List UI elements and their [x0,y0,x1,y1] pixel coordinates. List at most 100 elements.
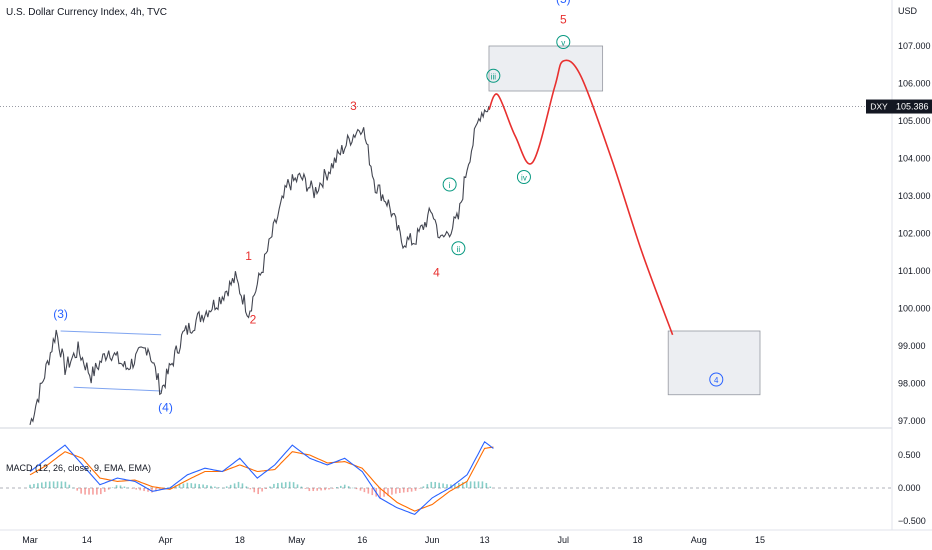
macd-hist-bar-77 [328,488,330,490]
macd-hist-bar-68 [292,482,295,488]
wave-label-circle-13 [556,35,571,49]
macd-hist-bar-11 [68,484,71,488]
channel-line-2 [73,386,162,392]
price-tick-6: 102.000 [898,229,931,239]
macd-tick-2: 0.000 [898,483,921,493]
macd-hist-bar-74 [316,488,318,491]
macd-hist-bar-52 [229,484,232,488]
price-line [29,105,490,426]
macd-hist-bar-3 [37,483,39,488]
macd-hist-bar-118 [489,486,492,488]
macd-hist-bar-107 [446,484,448,488]
price-tick-4: 104.000 [898,154,931,164]
macd-hist-bar-43 [194,483,197,488]
macd-hist-bar-78 [332,488,334,489]
wave-label-13: v [561,39,565,48]
macd-hist-bar-58 [253,488,256,493]
price-tag-value: 105.386 [896,102,929,112]
macd-hist-bar-106 [442,483,444,488]
price-tick-3: 105.000 [898,116,931,126]
macd-hist-bar-21 [107,488,110,490]
price-tick-1: 107.000 [898,41,931,51]
price-tag-symbol-bg [866,99,892,114]
macd-hist-bar-49 [218,487,220,488]
macd-hist-bar-95 [399,488,401,493]
macd-hist-bar-42 [190,483,193,488]
macd-hist-bar-8 [56,481,59,488]
time-tick-1: Mar [22,535,38,545]
macd-hist-bar-2 [33,483,35,488]
wave-label-4: 1 [245,249,252,263]
macd-hist-bar-70 [300,486,303,488]
target-zone-1 [488,45,604,92]
macd-hist-bar-53 [233,483,236,488]
macd-hist-bar-18 [96,488,98,495]
macd-hist-bar-84 [355,488,358,490]
macd-hist-bar-57 [249,488,252,490]
macd-hist-bar-30 [143,488,145,492]
macd-hist-bar-36 [166,487,169,489]
macd-hist-bar-25 [123,486,126,488]
macd-hist-bar-93 [391,488,393,495]
time-axis: Mar 14 Apr 18 May 16 Jun 13 Jul 18 Aug 15 [22,535,765,545]
macd-hist-bar-99 [414,488,417,491]
macd-hist-bar-85 [359,488,362,491]
macd-hist-bar-103 [430,481,433,488]
macd-hist-bar-88 [371,488,374,496]
price-axis-currency: USD [898,6,918,16]
macd-hist-bar-22 [111,487,114,489]
time-tick-10: 18 [633,535,643,545]
macd-pane [0,440,892,516]
channel-line-1 [60,330,162,336]
wave-label-8: 5 [560,13,567,27]
time-tick-4: 18 [235,535,245,545]
price-tick-8: 100.000 [898,304,931,314]
macd-hist-bar-113 [469,481,472,488]
time-tick-8: 13 [480,535,490,545]
price-tick-2: 106.000 [898,79,931,89]
macd-hist-bar-108 [450,484,452,488]
macd-hist-bar-7 [52,481,55,488]
macd-tick-3: −0.500 [898,516,926,526]
time-tick-6: 16 [357,535,367,545]
macd-hist-bar-75 [320,488,322,491]
macd-hist-bar-17 [92,488,94,495]
macd-hist-bar-24 [119,485,122,488]
price-tick-11: 97.000 [898,416,926,426]
macd-hist-bar-23 [115,485,118,488]
macd-hist-bar-14 [80,488,82,494]
macd-line [29,440,494,516]
macd-hist-bar-115 [477,481,480,488]
macd-hist-bar-61 [265,488,267,489]
wave-label-14: 4 [714,376,719,385]
price-tick-7: 101.000 [898,266,931,276]
macd-hist-bar-29 [139,488,141,491]
macd-signal-line [29,446,494,512]
macd-hist-bar-98 [410,488,413,492]
macd-axis: 0.500 0.000 −0.500 [898,450,926,526]
macd-hist-bar-87 [367,488,370,494]
time-tick-3: Apr [159,535,173,545]
macd-hist-bar-94 [395,488,397,494]
macd-hist-bar-46 [206,485,208,488]
macd-hist-bar-110 [458,482,460,488]
time-tick-9: Jul [558,535,570,545]
macd-hist-bar-102 [426,484,429,488]
macd-hist-bar-97 [406,488,409,493]
macd-hist-bar-79 [336,487,338,488]
macd-hist-bar-6 [48,481,51,488]
time-tick-12: 15 [755,535,765,545]
macd-hist-bar-83 [351,487,354,489]
macd-hist-bar-34 [159,488,161,491]
macd-hist-bar-96 [402,488,405,493]
macd-tick-1: 0.500 [898,450,921,460]
wave-label-2: (4) [158,401,173,415]
wave-label-3: (5) [556,0,571,6]
wave-label-9: i [449,181,451,190]
macd-hist-bar-60 [261,488,263,492]
wave-label-10: ii [457,245,461,254]
macd-hist-bar-82 [347,486,350,488]
price-series [29,105,490,426]
wave-label-5: 2 [250,313,257,327]
